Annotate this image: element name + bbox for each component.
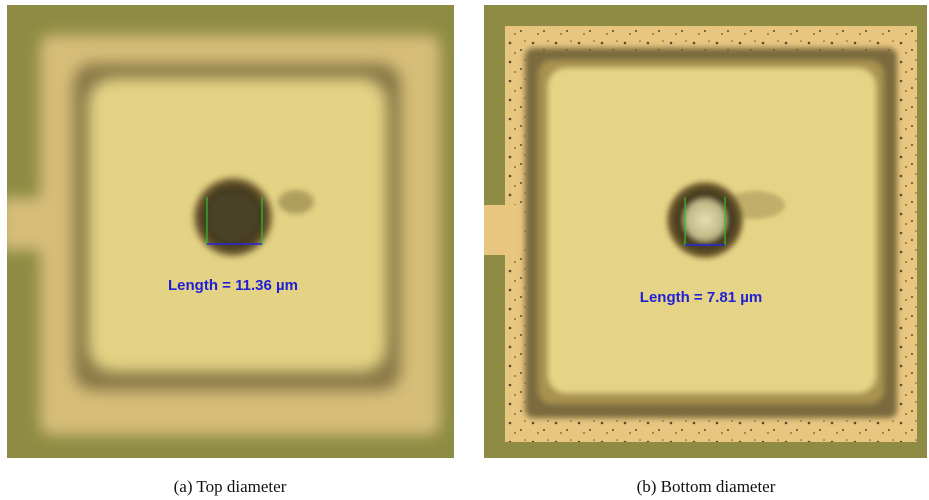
measurement-label: Length = 7.81 µm bbox=[640, 289, 762, 306]
caption: (b) Bottom diameter bbox=[637, 477, 776, 496]
measurement-label: Length = 11.36 µm bbox=[168, 277, 298, 294]
image-bottom bbox=[484, 5, 927, 458]
image-top bbox=[0, 5, 454, 458]
caption: (a) Top diameter bbox=[174, 477, 287, 496]
figure: Length = 11.36 µm (a) Top diameter Lengt… bbox=[0, 0, 929, 500]
